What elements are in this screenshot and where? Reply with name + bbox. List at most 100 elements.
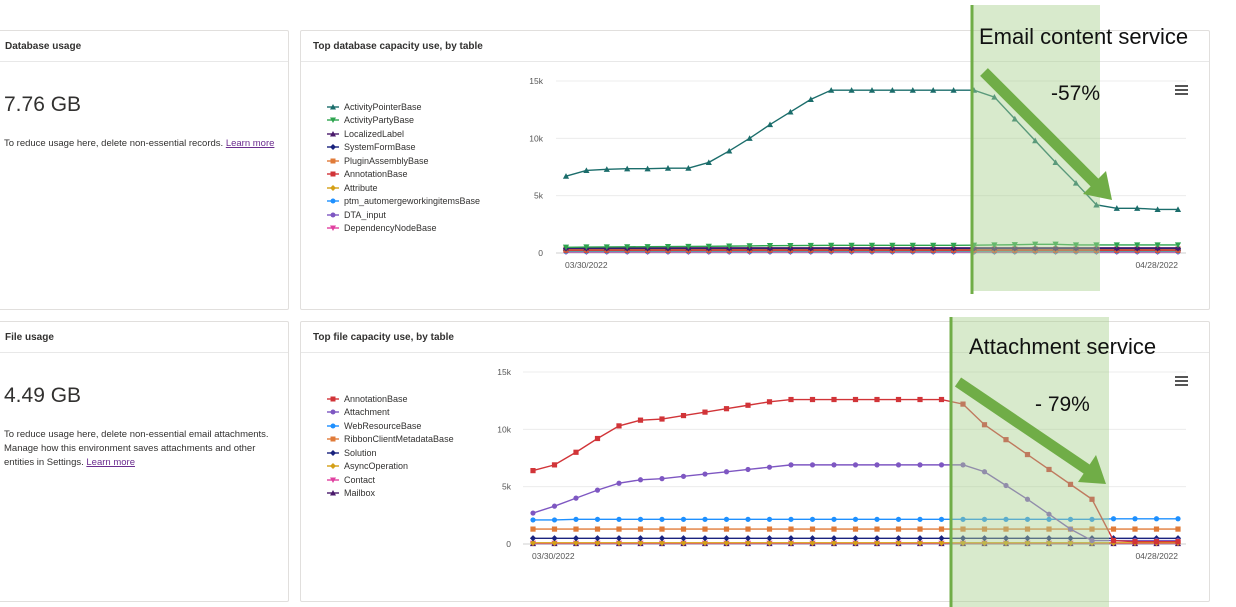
data-point[interactable] xyxy=(960,526,966,532)
data-point[interactable] xyxy=(572,539,580,546)
data-point[interactable] xyxy=(938,462,945,468)
data-point[interactable] xyxy=(644,244,651,250)
data-point[interactable] xyxy=(852,526,859,532)
legend-item[interactable]: WebResourceBase xyxy=(327,419,454,433)
data-point[interactable] xyxy=(723,469,730,475)
data-point[interactable] xyxy=(562,173,570,179)
data-point[interactable] xyxy=(1046,511,1052,517)
data-point[interactable] xyxy=(1003,526,1009,532)
data-point[interactable] xyxy=(1032,241,1039,248)
data-point[interactable] xyxy=(950,242,957,249)
data-point[interactable] xyxy=(852,539,859,546)
data-point[interactable] xyxy=(1154,206,1161,213)
data-point[interactable] xyxy=(551,526,558,532)
data-point[interactable] xyxy=(1003,482,1009,489)
data-point[interactable] xyxy=(702,526,708,532)
data-point[interactable] xyxy=(1132,539,1138,545)
data-point[interactable] xyxy=(981,535,988,542)
data-point[interactable] xyxy=(916,539,924,546)
data-point[interactable] xyxy=(616,526,622,532)
data-point[interactable] xyxy=(644,165,651,172)
data-point[interactable] xyxy=(624,165,631,172)
data-point[interactable] xyxy=(1113,205,1120,211)
data-point[interactable] xyxy=(659,516,665,522)
data-point[interactable] xyxy=(766,464,773,470)
data-point[interactable] xyxy=(726,147,733,154)
data-point[interactable] xyxy=(1072,242,1080,249)
chart-menu-icon[interactable] xyxy=(1175,376,1188,386)
data-point[interactable] xyxy=(680,516,687,522)
data-point[interactable] xyxy=(788,526,794,532)
data-point[interactable] xyxy=(658,539,666,546)
data-point[interactable] xyxy=(637,516,644,522)
data-point[interactable] xyxy=(685,243,692,250)
data-point[interactable] xyxy=(766,121,774,128)
data-point[interactable] xyxy=(981,539,988,546)
data-point[interactable] xyxy=(960,401,966,407)
data-point[interactable] xyxy=(895,462,902,468)
data-point[interactable] xyxy=(1089,537,1095,544)
data-point[interactable] xyxy=(807,96,814,102)
data-point[interactable] xyxy=(909,87,916,93)
data-point[interactable] xyxy=(680,412,687,419)
data-point[interactable] xyxy=(873,539,881,546)
data-point[interactable] xyxy=(551,539,558,546)
data-point[interactable] xyxy=(1067,539,1074,546)
data-point[interactable] xyxy=(685,165,692,171)
data-point[interactable] xyxy=(831,526,837,532)
data-point[interactable] xyxy=(1089,526,1095,532)
data-point[interactable] xyxy=(848,242,855,249)
data-point[interactable] xyxy=(1024,535,1031,542)
data-point[interactable] xyxy=(938,539,945,546)
data-point[interactable] xyxy=(1067,535,1074,542)
data-point[interactable] xyxy=(1046,516,1052,522)
data-point[interactable] xyxy=(809,539,816,546)
data-point[interactable] xyxy=(664,165,672,171)
data-point[interactable] xyxy=(831,516,837,522)
data-point[interactable] xyxy=(594,539,601,546)
data-point[interactable] xyxy=(616,516,622,522)
data-point[interactable] xyxy=(852,462,859,468)
data-point[interactable] xyxy=(831,396,837,403)
data-point[interactable] xyxy=(852,516,859,522)
data-point[interactable] xyxy=(745,402,751,408)
data-point[interactable] xyxy=(680,526,687,532)
data-point[interactable] xyxy=(746,243,753,249)
data-point[interactable] xyxy=(745,466,751,473)
data-point[interactable] xyxy=(874,526,880,532)
data-point[interactable] xyxy=(874,462,880,468)
data-point[interactable] xyxy=(726,243,733,250)
legend-item[interactable]: PluginAssemblyBase xyxy=(327,154,480,168)
data-point[interactable] xyxy=(917,526,923,532)
data-point[interactable] xyxy=(637,417,644,423)
data-point[interactable] xyxy=(702,409,708,415)
legend-item[interactable]: AnnotationBase xyxy=(327,168,480,182)
data-point[interactable] xyxy=(960,516,966,522)
data-point[interactable] xyxy=(938,516,945,522)
data-point[interactable] xyxy=(616,423,622,429)
data-point[interactable] xyxy=(1024,526,1031,532)
data-point[interactable] xyxy=(809,535,816,542)
data-point[interactable] xyxy=(766,526,773,532)
data-point[interactable] xyxy=(895,516,902,522)
data-point[interactable] xyxy=(1154,242,1161,249)
legend-item[interactable]: Solution xyxy=(327,446,454,460)
legend-item[interactable]: Attribute xyxy=(327,181,480,195)
data-point[interactable] xyxy=(1134,242,1141,249)
data-point[interactable] xyxy=(852,535,859,542)
data-point[interactable] xyxy=(981,516,988,522)
legend-item[interactable]: Attachment xyxy=(327,406,454,420)
data-point[interactable] xyxy=(573,526,579,532)
data-point[interactable] xyxy=(1011,242,1018,248)
data-point[interactable] xyxy=(529,539,537,546)
data-point[interactable] xyxy=(1052,241,1059,248)
legend-item[interactable]: ActivityPartyBase xyxy=(327,114,480,128)
legend-item[interactable]: DTA_input xyxy=(327,208,480,222)
data-point[interactable] xyxy=(745,516,751,522)
data-point[interactable] xyxy=(723,526,730,532)
data-point[interactable] xyxy=(1002,539,1010,546)
data-point[interactable] xyxy=(1153,539,1160,545)
legend-item[interactable]: RibbonClientMetadataBase xyxy=(327,433,454,447)
data-point[interactable] xyxy=(1003,516,1009,522)
data-point[interactable] xyxy=(573,516,579,522)
